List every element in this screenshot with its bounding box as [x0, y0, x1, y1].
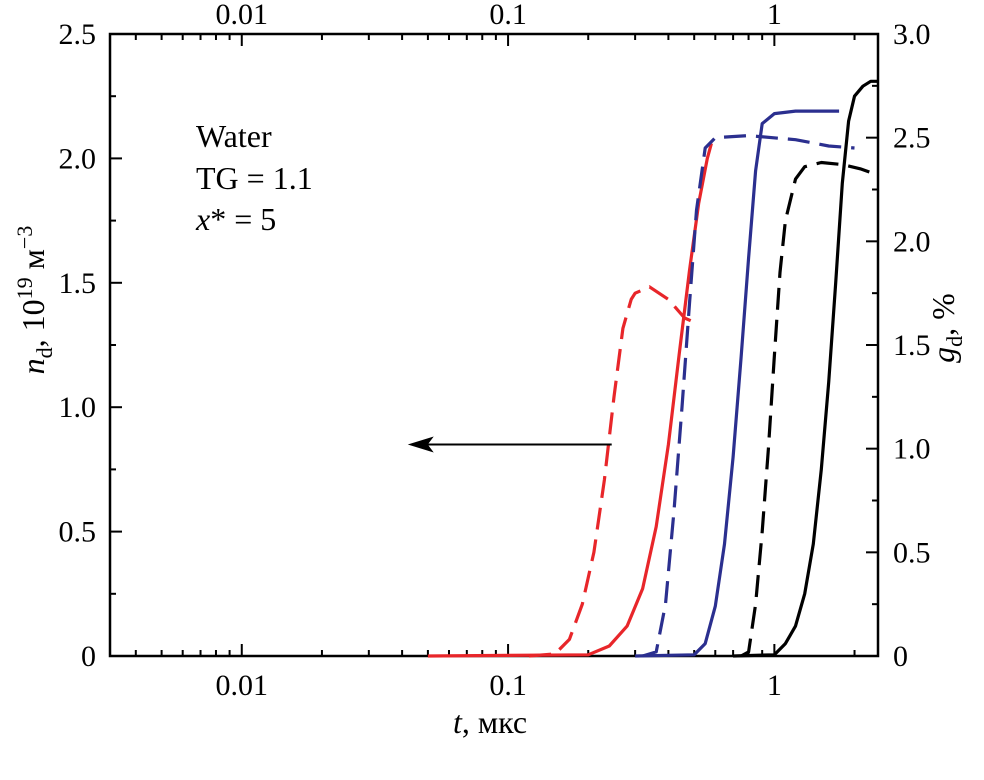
y-right-tick-label: 2.0 — [893, 225, 931, 258]
annotation-line-3-rest: * = 5 — [210, 201, 276, 237]
annotation-line-1: Water — [196, 118, 272, 154]
x-axis-unit: , мкс — [462, 704, 527, 740]
arrow-head — [407, 436, 434, 453]
y-left-tick-label: 0 — [81, 640, 96, 673]
x-axis-title: t, мкс — [453, 704, 527, 740]
y-right-tick-label: 2.5 — [893, 122, 931, 155]
arrow-layer — [407, 436, 612, 453]
series-line-4 — [642, 134, 855, 658]
x-tick-label-top: 0.1 — [489, 0, 527, 31]
y-left-tick-label: 2.5 — [59, 18, 97, 51]
y-left-unit: м — [15, 249, 51, 277]
series-line-5 — [733, 79, 878, 658]
annotation-line-3: x* = 5 — [195, 201, 276, 237]
y-left-mid: , 10 — [15, 299, 51, 347]
y-left-tick-label: 1.5 — [59, 267, 97, 300]
y-left-sub: d — [32, 347, 57, 358]
y-axis-left-title: nd, 1019 м−3 — [12, 226, 57, 375]
series-layer — [427, 79, 879, 658]
y-right-var: g — [925, 347, 961, 363]
series-line-2 — [529, 285, 700, 658]
y-right-tick-label: 0.5 — [893, 536, 931, 569]
y-right-tick-label: 0 — [893, 640, 908, 673]
y-right-sub: d — [942, 336, 967, 347]
y-right-tick-label: 1.5 — [893, 329, 931, 362]
y-axis-right-title: gd, % — [925, 293, 967, 363]
x-tick-label-top: 0.01 — [216, 0, 269, 31]
series-line-6 — [740, 160, 879, 658]
series-line-3 — [635, 109, 840, 658]
tick-marks — [110, 33, 878, 657]
y-right-tick-label: 3.0 — [893, 18, 931, 51]
y-left-unit-sup: −3 — [12, 226, 37, 249]
y-left-tick-label: 0.5 — [59, 516, 97, 549]
annotation-line-2: TG = 1.1 — [196, 160, 313, 196]
x-tick-label-top: 1 — [767, 0, 782, 31]
series-line-1 — [427, 143, 713, 658]
y-left-var: n — [15, 358, 51, 374]
y-right-tick-label: 1.0 — [893, 433, 931, 466]
x-tick-label-bottom: 0.1 — [489, 669, 527, 702]
x-tick-label-bottom: 0.01 — [216, 669, 269, 702]
x-axis-var: t — [453, 704, 463, 740]
y-right-unit: , % — [925, 293, 961, 336]
y-left-sup: 19 — [12, 277, 37, 299]
y-left-tick-label: 1.0 — [59, 391, 97, 424]
x-tick-label-bottom: 1 — [767, 669, 782, 702]
annotation-line-3-var: x — [195, 201, 210, 237]
y-left-tick-label: 2.0 — [59, 142, 97, 175]
tick-labels: 0.01 0.01 0.1 0.1 1 1 0 0.5 1.0 1.5 2.0 2.5 0 0.5 1.0 1… — [59, 0, 931, 702]
